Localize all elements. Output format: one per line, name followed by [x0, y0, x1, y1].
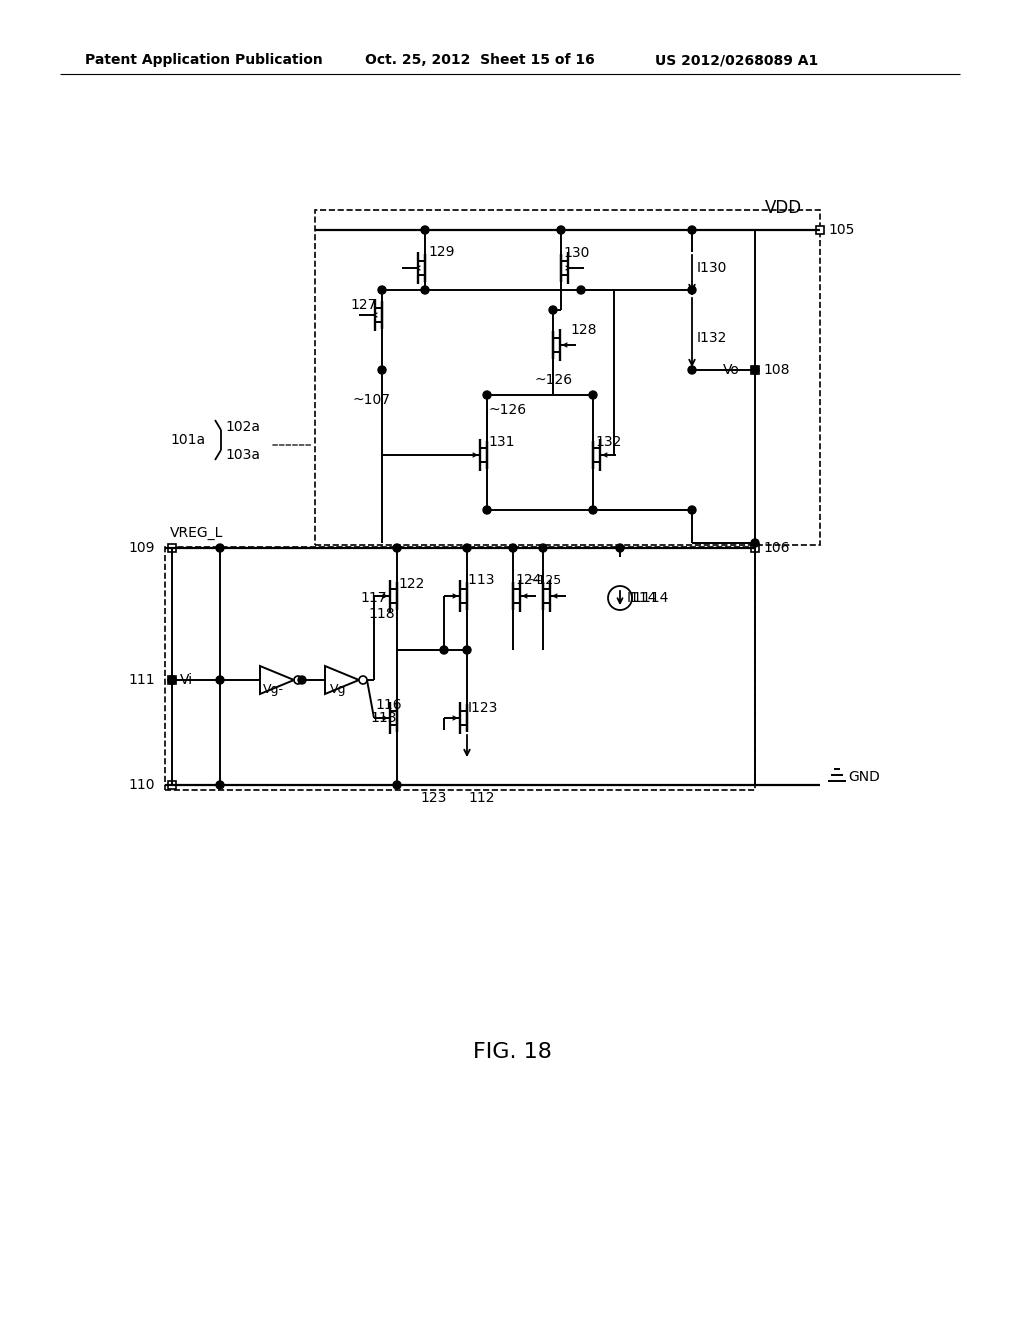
Text: I114: I114 — [627, 591, 657, 605]
Circle shape — [216, 781, 224, 789]
Circle shape — [440, 645, 449, 653]
Text: 111: 111 — [128, 673, 155, 686]
Circle shape — [359, 676, 367, 684]
Text: Patent Application Publication: Patent Application Publication — [85, 53, 323, 67]
Text: I132: I132 — [697, 331, 727, 345]
Text: ~126: ~126 — [535, 374, 573, 387]
Circle shape — [509, 544, 517, 552]
Circle shape — [298, 676, 306, 684]
Circle shape — [688, 366, 696, 374]
Circle shape — [557, 226, 565, 234]
Text: VDD: VDD — [765, 199, 802, 216]
Text: Vo: Vo — [723, 363, 740, 378]
Text: GND: GND — [848, 770, 880, 784]
Text: Oct. 25, 2012  Sheet 15 of 16: Oct. 25, 2012 Sheet 15 of 16 — [365, 53, 595, 67]
Text: ~107: ~107 — [352, 393, 390, 407]
Text: 103a: 103a — [225, 447, 260, 462]
Text: 117: 117 — [360, 591, 386, 605]
Text: 116: 116 — [375, 698, 401, 711]
Bar — [315, 210, 820, 545]
Text: Vg: Vg — [330, 684, 346, 697]
Text: 131: 131 — [488, 436, 514, 449]
Circle shape — [378, 286, 386, 294]
Circle shape — [688, 506, 696, 513]
Circle shape — [688, 226, 696, 234]
Text: 129: 129 — [428, 246, 455, 259]
Circle shape — [483, 391, 490, 399]
Circle shape — [539, 544, 547, 552]
Text: I123: I123 — [468, 701, 499, 715]
Text: 122: 122 — [398, 577, 424, 591]
Circle shape — [216, 544, 224, 552]
Text: 130: 130 — [563, 246, 590, 260]
Circle shape — [378, 366, 386, 374]
Circle shape — [688, 286, 696, 294]
Circle shape — [589, 391, 597, 399]
Circle shape — [616, 544, 624, 552]
Circle shape — [393, 781, 401, 789]
Circle shape — [421, 286, 429, 294]
Text: FIG. 18: FIG. 18 — [472, 1041, 552, 1063]
Text: 108: 108 — [763, 363, 790, 378]
Circle shape — [483, 506, 490, 513]
Text: 106: 106 — [763, 541, 790, 554]
Bar — [168, 781, 176, 789]
Text: ~126: ~126 — [488, 403, 526, 417]
Circle shape — [589, 506, 597, 513]
Circle shape — [751, 366, 759, 374]
Text: I113: I113 — [465, 573, 496, 587]
Text: 124: 124 — [515, 573, 542, 587]
Circle shape — [463, 645, 471, 653]
Circle shape — [549, 306, 557, 314]
Circle shape — [608, 586, 632, 610]
Text: 109: 109 — [128, 541, 155, 554]
Text: 123: 123 — [420, 791, 446, 805]
Bar — [165, 546, 755, 789]
Text: 112: 112 — [468, 791, 495, 805]
Bar — [816, 226, 824, 234]
Text: Vi: Vi — [180, 673, 194, 686]
Text: 127: 127 — [350, 298, 377, 312]
Circle shape — [393, 544, 401, 552]
Text: 102a: 102a — [225, 420, 260, 434]
Text: I1114: I1114 — [630, 591, 670, 605]
Circle shape — [463, 544, 471, 552]
Text: 118: 118 — [368, 607, 394, 620]
Bar — [168, 676, 176, 684]
Text: Vg-: Vg- — [262, 684, 284, 697]
Circle shape — [294, 676, 302, 684]
Text: 101a: 101a — [170, 433, 205, 447]
Bar — [751, 544, 759, 552]
Text: 113: 113 — [370, 711, 396, 725]
Text: ~125: ~125 — [528, 573, 562, 586]
Text: 105: 105 — [828, 223, 854, 238]
Bar — [751, 366, 759, 374]
Circle shape — [577, 286, 585, 294]
Text: VREG_L: VREG_L — [170, 525, 223, 540]
Text: US 2012/0268089 A1: US 2012/0268089 A1 — [655, 53, 818, 67]
Text: 128: 128 — [570, 323, 597, 337]
Text: 110: 110 — [128, 777, 155, 792]
Text: I130: I130 — [697, 261, 727, 275]
Text: 132: 132 — [595, 436, 622, 449]
Bar — [168, 544, 176, 552]
Circle shape — [421, 226, 429, 234]
Circle shape — [216, 676, 224, 684]
Circle shape — [168, 676, 176, 684]
Circle shape — [751, 539, 759, 546]
